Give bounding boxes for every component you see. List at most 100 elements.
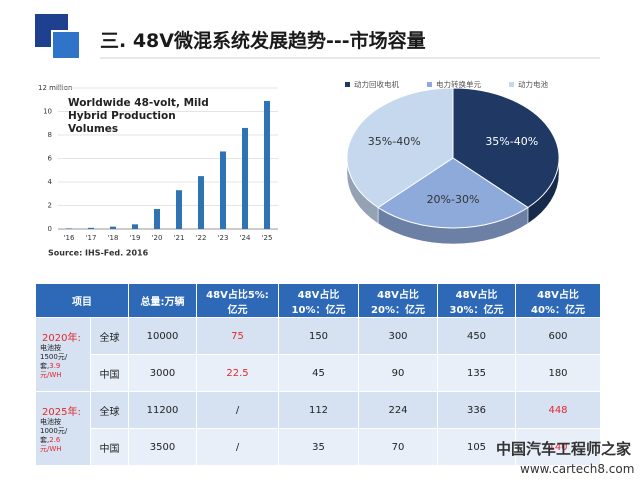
watermark-url: www.cartech8.com	[520, 462, 635, 476]
header-text: 30%：亿元	[449, 304, 504, 316]
x-tick-label: '17	[86, 234, 97, 242]
y-tick-label: 8	[48, 131, 52, 139]
header-cell: 48V占比 20%：亿元	[358, 283, 438, 318]
y-tick-label: 12 million	[38, 84, 72, 92]
cell: 90	[358, 354, 438, 392]
cell: 70	[358, 428, 438, 466]
note-text: 3.9元	[40, 362, 61, 379]
cell: 112	[278, 391, 359, 429]
table-row: 中国 3000 22.5 45 90 135 180	[36, 354, 601, 392]
note-text: /WH	[47, 371, 62, 379]
header-text: 48V占比	[455, 289, 498, 301]
x-tick-label: '24	[240, 234, 251, 242]
cell: /	[196, 428, 279, 466]
cell: 336	[437, 391, 516, 429]
x-tick-label: '20	[152, 234, 163, 242]
deco-square	[51, 30, 81, 60]
bar	[66, 228, 72, 229]
header-cell: 总量:万辆	[128, 283, 197, 318]
x-tick-label: '21	[174, 234, 185, 242]
x-tick-label: '16	[64, 234, 75, 242]
note-text: 套,	[40, 362, 50, 370]
cell: 10000	[128, 317, 197, 355]
header-cell: 项目	[35, 283, 129, 318]
header-text: 10%：亿元	[291, 304, 346, 316]
header-text: 亿元	[227, 304, 248, 316]
bar	[264, 100, 270, 229]
cell: 140	[515, 428, 601, 466]
header-cell: 48V占比 40%：亿元	[515, 283, 601, 318]
table-row: 中国 3500/35 70 105 140	[36, 428, 601, 466]
bar	[242, 127, 248, 229]
cell: 中国	[90, 354, 129, 392]
header-text: 20%：亿元	[371, 304, 425, 316]
note-text: 电池按	[40, 418, 61, 426]
cell: 35	[278, 428, 359, 466]
cell: 全球	[90, 317, 129, 355]
cell: 中国	[90, 428, 129, 466]
pie-slice	[346, 87, 454, 209]
legend-label: 动力回收电机	[354, 79, 399, 89]
slice-label: 35%-40%	[368, 135, 421, 148]
x-tick-label: '22	[196, 234, 207, 242]
bar	[198, 176, 204, 229]
group-label: 2025年: 电池按1000元/套,2.6元/WH	[35, 391, 91, 466]
watermark: 中国汽车工程师之家	[496, 440, 632, 458]
y-tick-label: 2	[48, 202, 52, 210]
bar	[154, 209, 160, 229]
cell: 3500	[128, 428, 197, 466]
cell: 150	[278, 317, 359, 355]
cell: 全球	[90, 391, 129, 429]
legend-label: 电力转换单元	[436, 79, 481, 89]
table-row: 2020年: 电池按1500元/套,3.9元/WH 全球 10000 75 150 300 4…	[35, 317, 601, 392]
x-tick-label: '23	[218, 234, 229, 242]
legend-swatch	[427, 82, 432, 87]
note-text: 套,	[40, 436, 50, 444]
cell: 450	[437, 317, 516, 355]
header-text: 48V占比	[537, 289, 579, 301]
group-note: 电池按1500元/套,3.9元/WH	[36, 344, 78, 380]
note-text: 2.6元	[40, 436, 61, 453]
group-label: 2020年: 电池按1500元/套,3.9元/WH	[35, 317, 91, 392]
cell: 105	[437, 428, 516, 466]
pie-slice	[377, 157, 529, 229]
bar	[110, 226, 116, 229]
header-cell: 48V占比5%: 亿元	[196, 283, 279, 318]
group-year: 2025年:	[42, 407, 81, 418]
cell: 180	[515, 354, 601, 392]
header-text: 48V占比	[297, 289, 340, 301]
group-year: 2020年:	[42, 333, 81, 344]
x-tick-label: '18	[108, 234, 119, 242]
cell: 224	[358, 391, 438, 429]
y-tick-label: 0	[48, 225, 52, 233]
y-tick-label: 4	[48, 178, 53, 186]
header-text: 总量:万辆	[140, 297, 185, 308]
bar	[88, 227, 94, 229]
cell: 300	[358, 317, 438, 355]
x-tick-label: '19	[130, 234, 141, 242]
cell: 135	[437, 354, 516, 392]
header-cell: 48V占比 10%：亿元	[278, 283, 359, 318]
bar	[176, 190, 182, 229]
slice-label: 20%-30%	[427, 193, 480, 206]
header-text: 48V占比	[377, 289, 419, 301]
header-text: 项目	[72, 297, 92, 308]
cell: 3000	[128, 354, 197, 392]
slice-label: 35%-40%	[485, 135, 538, 148]
cell: 448	[515, 391, 601, 429]
market-table: 项目 总量:万辆 48V占比5%: 亿元 48V占比 10%：亿元 48V占比 20%：亿元 4…	[35, 283, 601, 466]
note-text: 电池按	[40, 344, 61, 352]
cell: 45	[278, 354, 359, 392]
legend-swatch	[509, 82, 514, 87]
x-tick-label: '25	[262, 234, 273, 242]
cell: 600	[515, 317, 601, 355]
note-text: /WH	[47, 445, 62, 453]
bar	[132, 224, 138, 229]
y-tick-label: 6	[48, 155, 53, 163]
cell: 11200	[128, 391, 197, 429]
legend-label: 动力电池	[518, 79, 548, 89]
bar-title: Worldwide 48-volt, Mild Hybrid Productio…	[68, 97, 209, 135]
note-text: 1000元/	[40, 427, 68, 435]
